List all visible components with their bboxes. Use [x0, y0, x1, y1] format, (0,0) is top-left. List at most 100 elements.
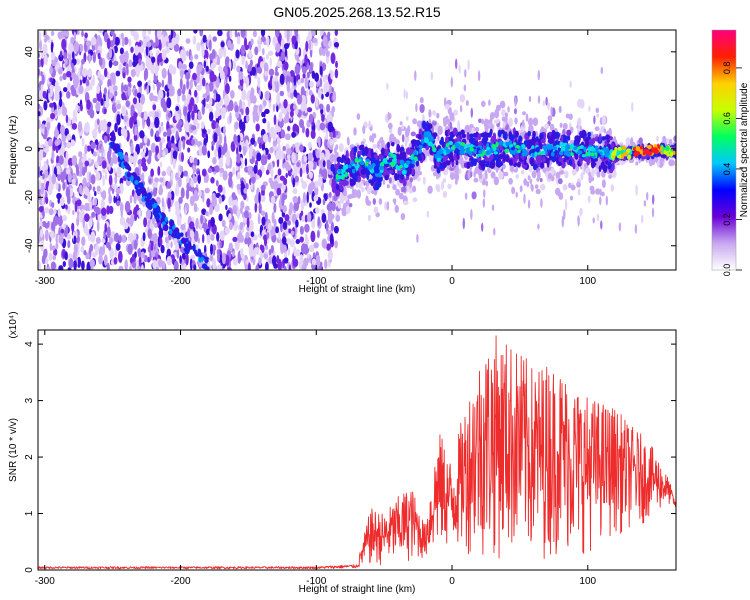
spectrogram-cell: [562, 183, 568, 191]
spectrogram-cell: [289, 202, 293, 214]
spectrogram-cell: [118, 234, 122, 243]
spectrogram-cell: [228, 195, 233, 207]
spectrogram-cell: [253, 104, 258, 115]
spectrogram-cell: [322, 160, 326, 168]
spectrogram-cell: [203, 49, 209, 61]
spectrogram-cell: [161, 34, 165, 46]
spectrogram-cell: [229, 222, 233, 231]
spectrogram-cell: [84, 186, 89, 196]
spectrogram-cell: [243, 37, 248, 49]
spectrogram-cell: [157, 165, 161, 176]
spectrogram-cell: [227, 39, 232, 49]
spectrogram-cell: [457, 135, 461, 143]
spectrogram-cell: [239, 77, 244, 87]
spectrogram-cell: [266, 120, 271, 133]
spectrogram-cell: [113, 233, 117, 242]
spectrogram-cell: [304, 54, 308, 66]
spectrogram-cell: [594, 126, 600, 132]
spectrogram-cell: [329, 138, 334, 146]
spectrogram-cell: [92, 186, 96, 192]
spectrogram-cell: [64, 251, 68, 261]
spectrogram-cell: [65, 186, 71, 199]
spectrogram-cell: [547, 172, 552, 180]
spectrogram-cell: [86, 99, 91, 110]
spectrogram-cell: [287, 103, 292, 113]
spectrogram-cell: [282, 244, 287, 253]
spectrogram-cell: [184, 100, 188, 107]
spectrogram-cell: [510, 134, 516, 140]
spectrogram-cell: [95, 101, 101, 112]
spectrogram-cell: [328, 191, 332, 198]
spectrogram-cell: [384, 174, 389, 181]
spectrogram-cell: [560, 135, 564, 144]
spectrogram-cell: [282, 106, 288, 116]
spectrogram-cell: [73, 41, 80, 53]
spectrogram-cell: [331, 106, 336, 113]
spectrogram-cell: [265, 245, 269, 251]
spectrogram-cell: [179, 69, 185, 76]
spectrogram-cell: [549, 123, 555, 132]
spectrogram-cell: [143, 145, 147, 154]
spectrogram-cell: [200, 214, 204, 225]
spectrogram-cell: [321, 47, 326, 57]
spectrogram-cell: [196, 122, 200, 130]
spectrogram-cell: [215, 179, 219, 187]
spectrogram-cell: [521, 119, 525, 128]
spectrogram-cell: [280, 38, 285, 49]
spectrogram-cell: [192, 117, 198, 126]
spectrogram-cell: [152, 182, 158, 189]
spectrogram-cell: [235, 111, 240, 119]
spectrogram-cell: [416, 176, 421, 182]
spectrogram-cell: [299, 167, 303, 178]
spectrogram-cell: [98, 80, 103, 86]
spectrogram-cell: [306, 191, 309, 204]
spectrogram-cell: [613, 135, 616, 142]
spectrogram-cell: [453, 109, 459, 116]
spectrogram-cell: [321, 113, 325, 122]
spectrogram-cell: [166, 168, 171, 174]
spectrogram-cell: [60, 171, 65, 183]
spectrogram-cell: [412, 118, 417, 125]
spectrogram-cell: [505, 155, 510, 162]
spectrogram-cell: [211, 196, 217, 207]
spectrogram-cell: [129, 216, 134, 227]
spectrogram-cell: [304, 76, 308, 89]
spectrogram-cell: [63, 51, 68, 60]
spectrogram-cell: [45, 196, 49, 205]
spectrogram-cell: [88, 201, 93, 211]
spectrogram-cell: [397, 126, 402, 136]
spectrogram-cell: [242, 145, 247, 156]
spectrogram-cell: [174, 187, 180, 196]
spectrogram-cell: [55, 242, 59, 250]
spectrogram-cell: [204, 257, 209, 264]
spectrogram-cell: [65, 71, 72, 78]
spectrogram-cell: [197, 174, 201, 184]
spectrogram-cell: [471, 137, 476, 145]
spectrogram-cell: [452, 127, 458, 136]
spectrogram-cell: [283, 161, 290, 168]
spectrogram-cell: [599, 145, 602, 151]
spectrogram-cell: [577, 188, 581, 196]
spectrogram-cell: [502, 150, 506, 159]
spectrogram-cell: [205, 133, 209, 144]
spectrogram-cell: [119, 63, 123, 74]
spectrogram-cell: [187, 241, 192, 250]
spectrogram-cell: [124, 200, 131, 213]
spectrogram-cell: [221, 219, 226, 228]
spectrogram-cell: [268, 248, 272, 256]
spectrogram-cell: [395, 139, 399, 146]
spectrogram-cell: [41, 123, 46, 130]
spectrogram-cell: [289, 30, 293, 38]
spectrogram-cell: [73, 74, 79, 87]
spectrogram-cell: [187, 111, 191, 123]
spectrogram-cell: [605, 134, 611, 140]
spectrogram-cell: [398, 192, 404, 200]
spectrogram-cells: [38, 30, 676, 270]
spectrogram-cell: [290, 85, 294, 94]
spectrogram-cell: [194, 89, 198, 98]
spectrogram-cell: [427, 185, 433, 194]
spectrogram-cell: [484, 157, 490, 162]
spectrogram-cell: [50, 86, 54, 98]
spectrogram-cell: [480, 161, 486, 170]
spectrogram-cell: [116, 113, 121, 126]
